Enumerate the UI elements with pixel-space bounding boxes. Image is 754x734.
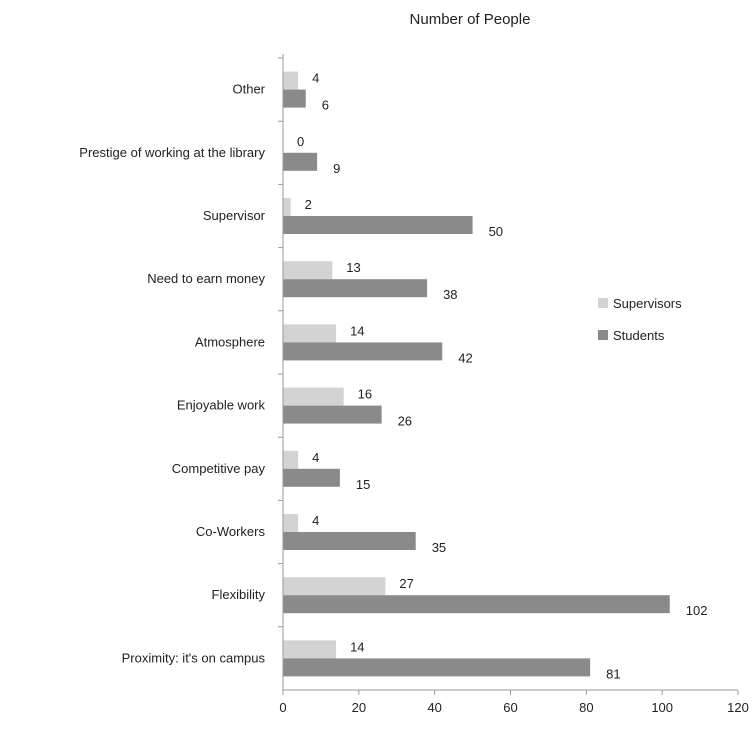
chart-title: Number of People xyxy=(410,11,531,28)
category-label: Other xyxy=(232,82,265,97)
category-label: Need to earn money xyxy=(147,271,265,286)
students-bar xyxy=(283,532,416,550)
students-value-label: 50 xyxy=(489,224,503,239)
x-tick-label: 20 xyxy=(352,700,366,715)
supervisors-value-label: 4 xyxy=(312,513,319,528)
students-bar xyxy=(283,279,428,298)
supervisors-value-label: 4 xyxy=(312,71,319,86)
students-legend-swatch xyxy=(598,330,608,340)
supervisors-value-label: 27 xyxy=(399,576,413,591)
students-value-label: 38 xyxy=(443,287,457,302)
supervisors-bar xyxy=(283,514,299,532)
supervisors-value-label: 14 xyxy=(350,323,364,338)
students-bar xyxy=(283,342,443,361)
x-tick-label: 0 xyxy=(279,700,286,715)
supervisors-legend-swatch xyxy=(598,298,608,308)
x-tick-label: 100 xyxy=(651,700,673,715)
supervisors-bar xyxy=(283,387,344,406)
students-value-label: 81 xyxy=(606,666,620,681)
supervisors-bar xyxy=(283,577,386,596)
supervisors-value-label: 16 xyxy=(358,387,372,402)
students-bar xyxy=(283,405,382,424)
supervisors-bar xyxy=(283,324,337,343)
x-tick-label: 80 xyxy=(579,700,593,715)
supervisors-bar xyxy=(283,450,299,469)
category-label: Enjoyable work xyxy=(177,398,266,413)
category-label: Supervisor xyxy=(203,208,266,223)
category-label: Proximity: it's on campus xyxy=(122,650,266,665)
students-value-label: 26 xyxy=(398,414,412,429)
supervisors-value-label: 2 xyxy=(305,197,312,212)
supervisors-bar xyxy=(283,198,291,216)
supervisors-bar xyxy=(283,640,337,659)
supervisors-value-label: 13 xyxy=(346,260,360,275)
students-bar xyxy=(283,152,318,171)
supervisors-legend-label: Supervisors xyxy=(613,296,682,311)
category-label: Flexibility xyxy=(212,587,266,602)
supervisors-value-label: 0 xyxy=(297,134,304,149)
students-bar xyxy=(283,658,591,677)
students-bar xyxy=(283,89,306,108)
x-tick-label: 120 xyxy=(727,700,749,715)
students-value-label: 9 xyxy=(333,161,340,176)
supervisors-bar xyxy=(283,261,333,280)
category-label: Co-Workers xyxy=(196,524,266,539)
supervisors-value-label: 14 xyxy=(350,639,364,654)
category-label: Competitive pay xyxy=(172,461,266,476)
legend: Supervisors Students xyxy=(598,296,682,343)
supervisors-bar xyxy=(283,71,299,90)
x-tick-label: 40 xyxy=(427,700,441,715)
students-value-label: 35 xyxy=(432,540,446,555)
x-tick-label: 60 xyxy=(503,700,517,715)
students-bar xyxy=(283,468,340,487)
students-value-label: 102 xyxy=(686,603,708,618)
category-label: Atmosphere xyxy=(195,334,265,349)
students-legend-label: Students xyxy=(613,328,665,343)
students-value-label: 15 xyxy=(356,477,370,492)
supervisors-value-label: 4 xyxy=(312,450,319,465)
students-bar xyxy=(283,216,473,234)
students-value-label: 42 xyxy=(458,350,472,365)
students-value-label: 6 xyxy=(322,98,329,113)
category-label: Prestige of working at the library xyxy=(79,145,265,160)
students-bar xyxy=(283,595,670,614)
